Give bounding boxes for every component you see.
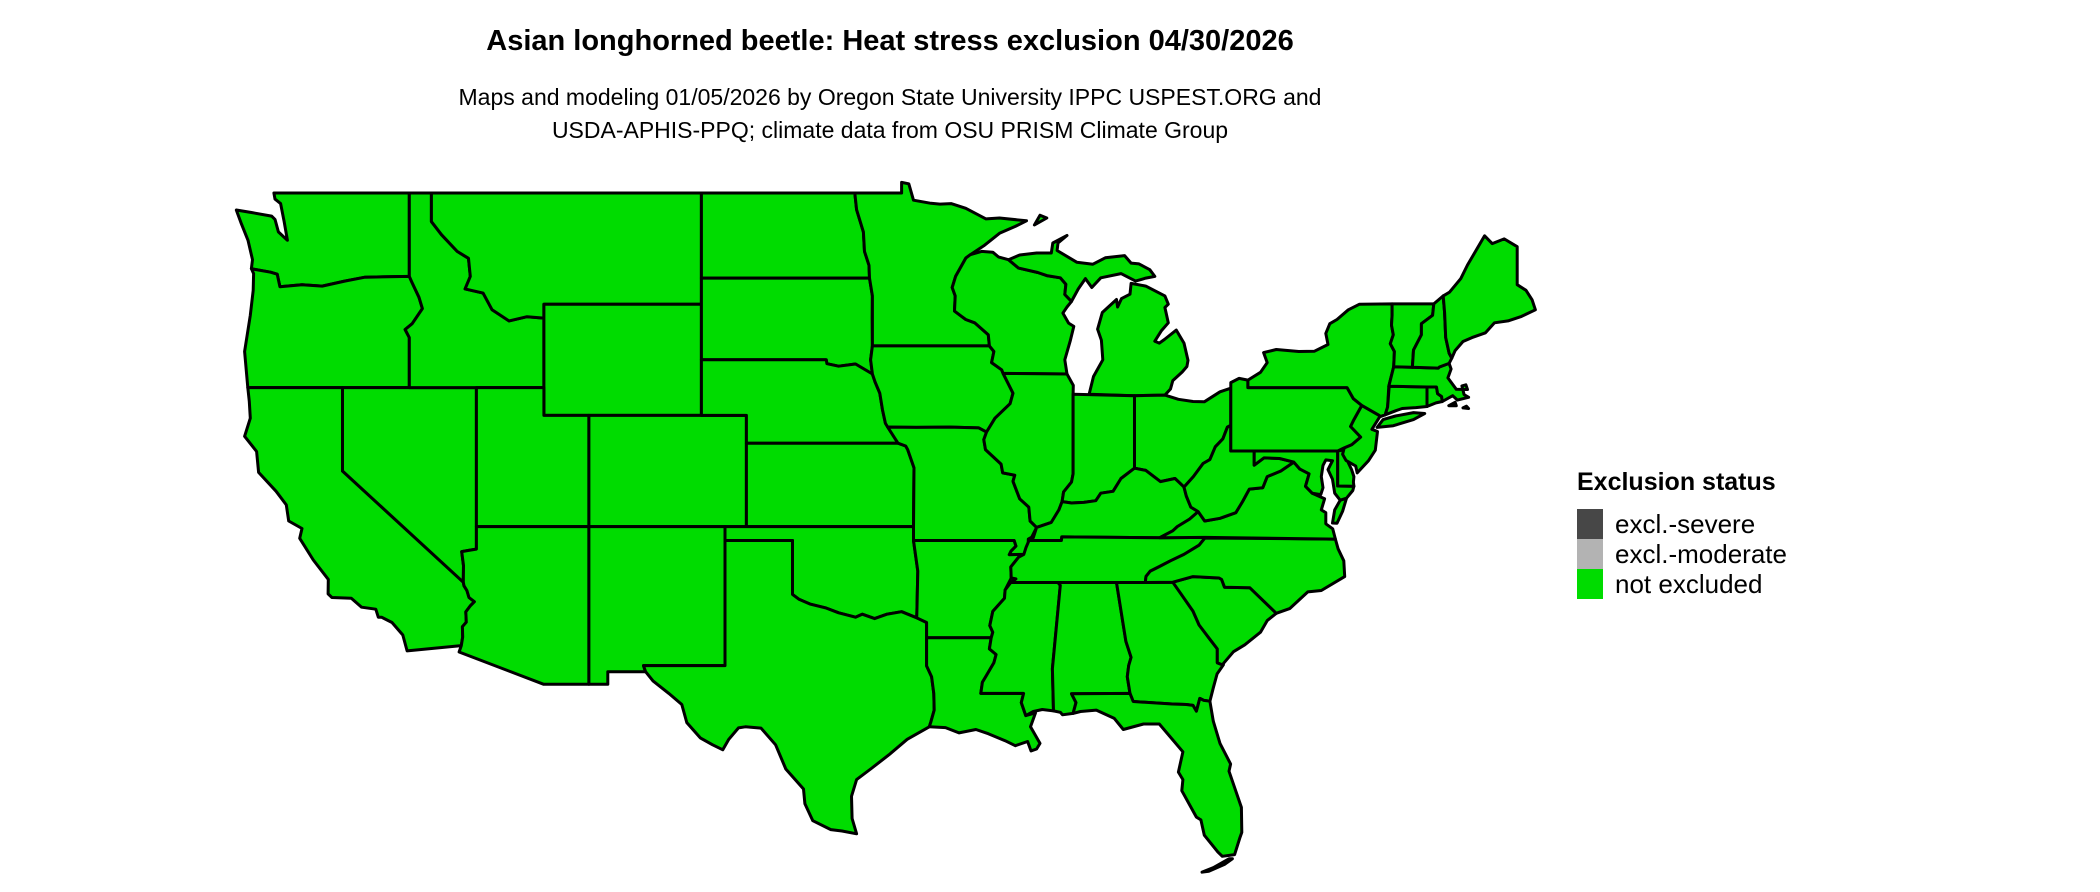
map-title: Asian longhorned beetle: Heat stress exc… [486, 25, 1294, 57]
state-AZ: Arizona [457, 525, 591, 686]
state-FL: Florida [1070, 691, 1244, 874]
state-OR: Oregon [243, 267, 424, 390]
state-CT: Connecticut [1383, 384, 1429, 417]
state-MD: Maryland [1252, 449, 1356, 502]
legend-swatch-excl-severe [1577, 509, 1603, 539]
legend-item-not-excluded: not excluded [1577, 569, 1787, 599]
legend-item-excl-moderate: excl.-moderate [1577, 539, 1787, 569]
legend-title: Exclusion status [1577, 468, 1776, 496]
state-ND: North Dakota [699, 191, 871, 280]
legend-items: excl.-severe excl.-moderate not excluded [1577, 509, 1787, 599]
legend-swatch-not-excluded [1577, 569, 1603, 599]
map-subtitle-line1: Maps and modeling 01/05/2026 by Oregon S… [458, 84, 1322, 110]
state-KS: Kansas [744, 441, 916, 529]
state-NM: New Mexico [587, 525, 727, 686]
state-NC: North Carolina [1143, 535, 1347, 615]
state-TX: Texas [642, 539, 936, 836]
legend: Exclusion status excl.-severe excl.-moder… [1577, 470, 1787, 599]
state-CO: Colorado [587, 413, 748, 529]
state-PA: Pennsylvania [1229, 376, 1364, 453]
legend-item-label: excl.-moderate [1615, 539, 1787, 569]
legend-swatch-excl-moderate [1577, 539, 1603, 569]
legend-item-label: not excluded [1615, 569, 1763, 599]
map-subtitle-line2: USDA-APHIS-PPQ; climate data from OSU PR… [551, 117, 1229, 143]
state-MI: Michigan [1007, 213, 1190, 398]
state-ME: Maine [1441, 234, 1537, 360]
state-WY: Wyoming [542, 302, 703, 417]
legend-item-excl-severe: excl.-severe [1577, 509, 1787, 539]
legend-item-label: excl.-severe [1615, 509, 1756, 539]
